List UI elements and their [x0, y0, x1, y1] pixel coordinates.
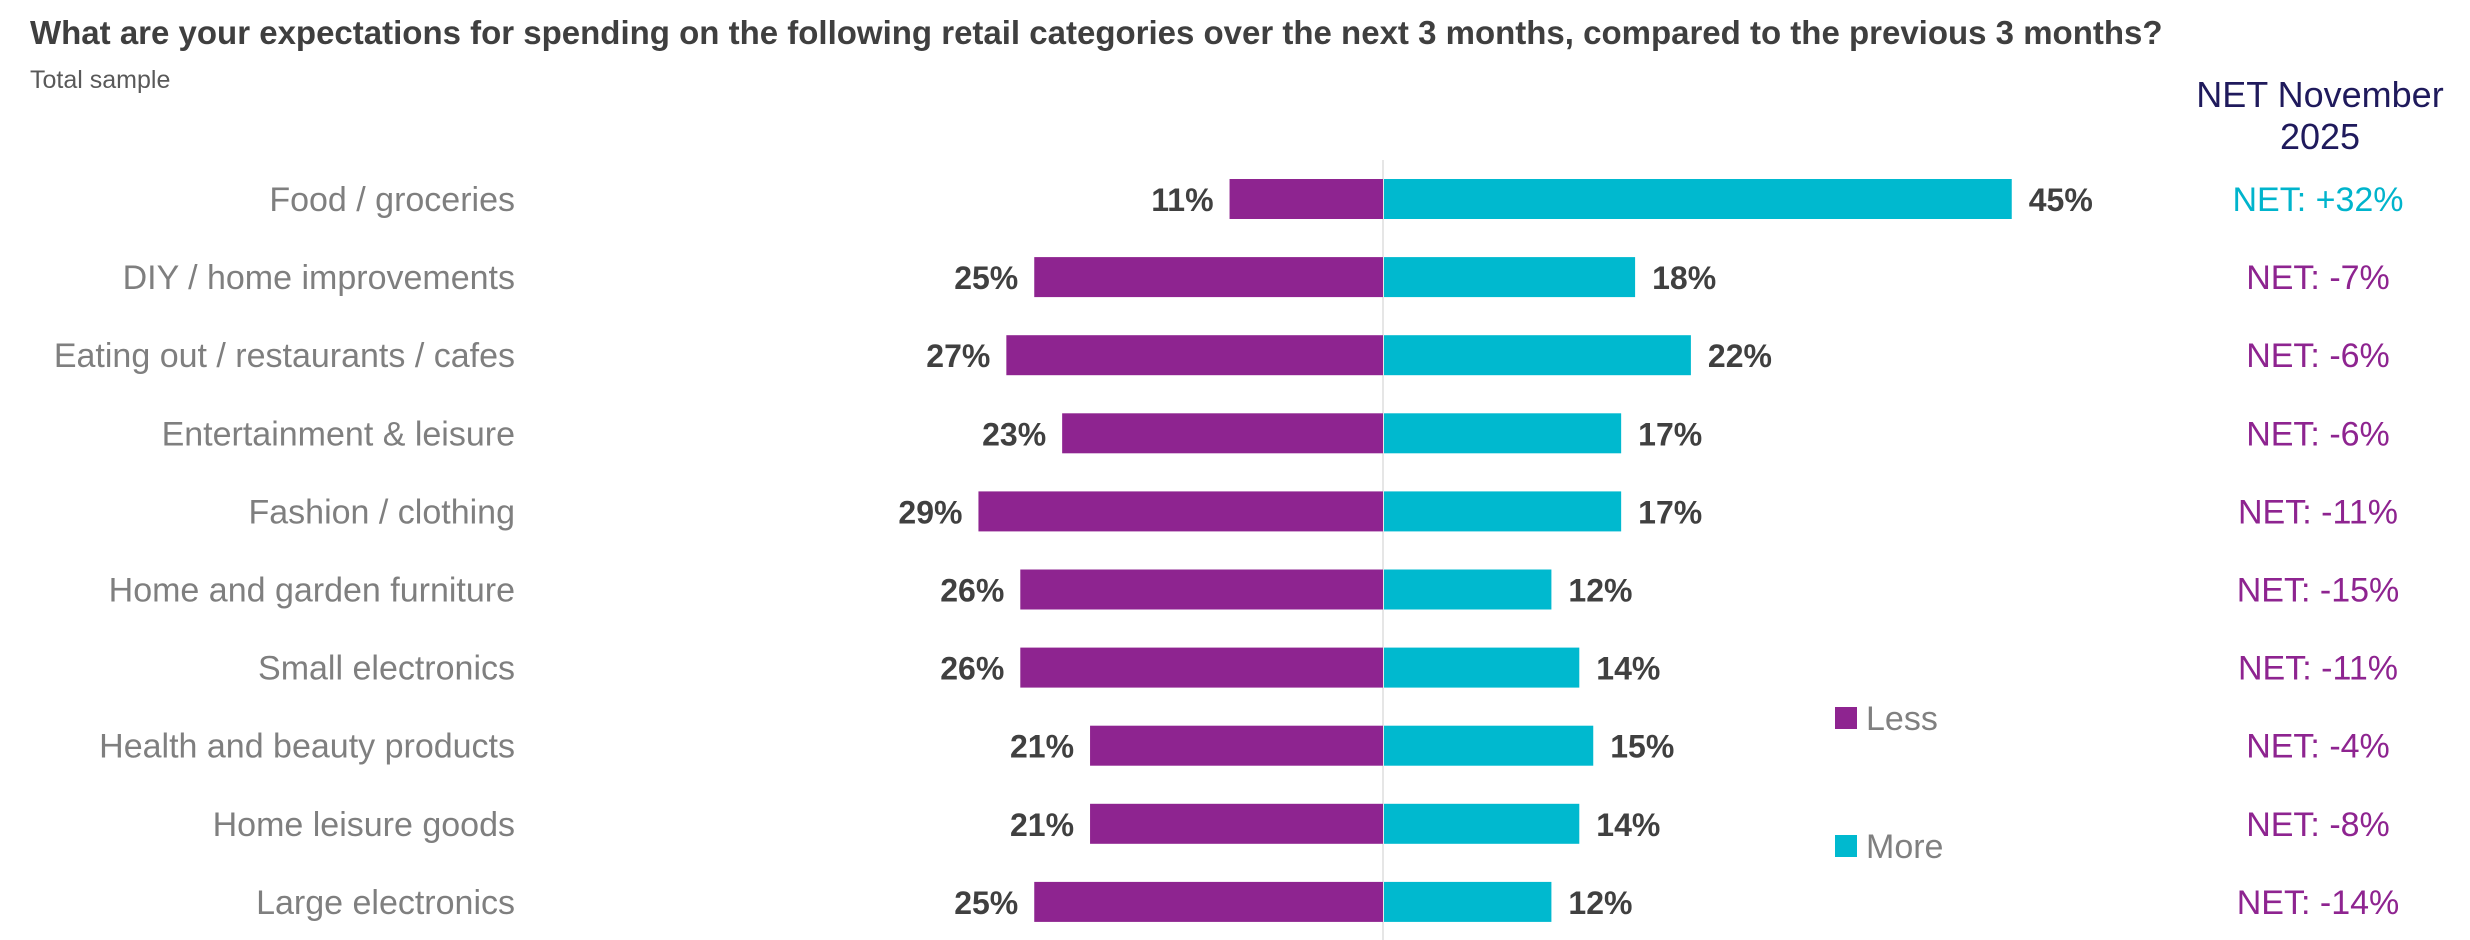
data-label-more: 12%	[1568, 885, 1632, 921]
data-label-more: 14%	[1596, 651, 1660, 687]
category-label: Home leisure goods	[213, 806, 515, 844]
data-label-less: 26%	[940, 651, 1004, 687]
chart-row: Large electronics 25% 12% NET: -14%	[256, 881, 2400, 922]
bar-more	[1384, 335, 1691, 376]
legend-more: More	[1835, 828, 1943, 866]
legend-more-swatch	[1835, 835, 1857, 857]
bar-more	[1384, 647, 1580, 688]
data-label-more: 12%	[1568, 573, 1632, 609]
bar-more	[1384, 569, 1552, 610]
bar-more	[1384, 413, 1622, 454]
category-label: Food / groceries	[269, 181, 515, 219]
data-label-less: 25%	[954, 260, 1018, 296]
bar-less	[1062, 413, 1383, 454]
net-value-label: NET: -6%	[2246, 415, 2390, 453]
data-label-more: 17%	[1638, 494, 1702, 530]
legend-less-swatch	[1835, 707, 1857, 729]
category-label: Entertainment & leisure	[162, 415, 515, 453]
bar-less	[1229, 179, 1383, 219]
net-value-label: NET: -6%	[2246, 337, 2390, 375]
data-label-less: 29%	[898, 494, 962, 530]
bar-less	[978, 491, 1383, 532]
data-label-less: 25%	[954, 885, 1018, 921]
data-label-more: 18%	[1652, 260, 1716, 296]
bar-more	[1384, 725, 1594, 766]
data-label-less: 23%	[982, 416, 1046, 452]
category-label: Health and beauty products	[99, 728, 515, 766]
bar-more	[1384, 491, 1622, 532]
data-label-more: 17%	[1638, 416, 1702, 452]
data-label-less: 21%	[1010, 807, 1074, 843]
bar-less	[1034, 257, 1383, 298]
legend-less: Less	[1835, 700, 1938, 738]
bar-more	[1384, 881, 1552, 922]
chart-row: Home leisure goods 21% 14% NET: -8%	[213, 803, 2390, 844]
data-label-less: 21%	[1010, 729, 1074, 765]
data-label-more: 45%	[2029, 182, 2093, 218]
chart-row: Health and beauty products 21% 15% NET: -4%	[99, 725, 2390, 766]
legend-more-label: More	[1866, 828, 1943, 866]
net-value-label: NET: -4%	[2246, 728, 2390, 766]
bar-more	[1384, 179, 2012, 219]
chart-row: Entertainment & leisure 23% 17% NET: -6%	[162, 413, 2390, 454]
chart-row: Eating out / restaurants / cafes 27% 22% NE…	[54, 335, 2390, 376]
chart-row: DIY / home improvements 25% 18% NET: -7%	[123, 257, 2390, 298]
chart-row: Fashion / clothing 29% 17% NET: -11%	[249, 491, 2398, 532]
chart-row: Food / groceries 11% 45% NET: +32%	[269, 179, 2404, 219]
bar-less	[1090, 725, 1383, 766]
chart-subtitle: Total sample	[30, 66, 171, 94]
net-value-label: NET: -11%	[2238, 650, 2398, 688]
category-label: Fashion / clothing	[249, 493, 516, 531]
net-value-label: NET: +32%	[2232, 181, 2403, 219]
bar-more	[1384, 257, 1636, 298]
data-label-less: 11%	[1151, 182, 1213, 218]
net-value-label: NET: -14%	[2237, 884, 2400, 922]
data-label-more: 14%	[1596, 807, 1660, 843]
net-column-header: NET November 2025	[2196, 74, 2444, 157]
net-value-label: NET: -15%	[2237, 572, 2400, 610]
data-label-less: 26%	[940, 573, 1004, 609]
data-label-more: 22%	[1708, 338, 1772, 374]
bar-less	[1020, 647, 1383, 688]
category-label: DIY / home improvements	[123, 259, 515, 297]
bar-less	[1006, 335, 1383, 376]
data-label-more: 15%	[1610, 729, 1674, 765]
bar-more	[1384, 803, 1580, 844]
category-label: Large electronics	[256, 884, 515, 922]
bar-less	[1034, 881, 1383, 922]
category-label: Home and garden furniture	[109, 572, 515, 610]
bar-less	[1090, 803, 1383, 844]
legend-less-label: Less	[1866, 700, 1938, 738]
category-label: Small electronics	[258, 650, 515, 688]
net-value-label: NET: -7%	[2246, 259, 2390, 297]
net-value-label: NET: -8%	[2246, 806, 2390, 844]
net-value-label: NET: -11%	[2238, 493, 2398, 531]
chart-title: What are your expectations for spending …	[30, 14, 2163, 51]
chart-row: Small electronics 26% 14% NET: -11%	[258, 647, 2398, 688]
bar-less	[1020, 569, 1383, 610]
data-label-less: 27%	[926, 338, 990, 374]
category-label: Eating out / restaurants / cafes	[54, 337, 515, 375]
chart-row: Home and garden furniture 26% 12% NET: -15%	[109, 569, 2400, 610]
